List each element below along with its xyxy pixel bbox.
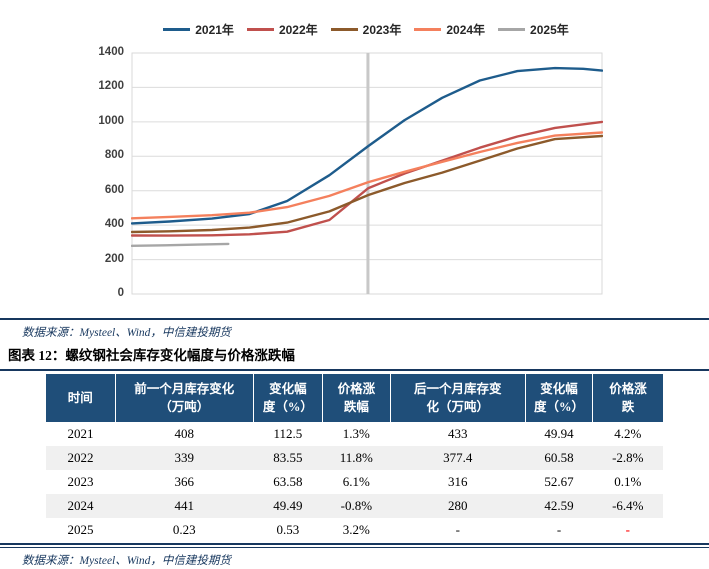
legend-label: 2023年 (362, 23, 402, 37)
y-axis-label: 600 (104, 183, 124, 196)
y-axis-label: 0 (117, 287, 124, 299)
table-header-cell: 变化幅 度（%） (524, 374, 593, 422)
table-cell: 63.58 (273, 474, 303, 489)
y-axis-label: 1400 (98, 46, 124, 58)
table-cell: 2025 (67, 522, 94, 537)
legend-swatch (498, 28, 526, 31)
legend-label: 2024年 (446, 23, 486, 37)
inventory-line-chart: 2021年 2022年 2023年 2024年 2025年 0 200 400 600 800 1… (98, 21, 604, 299)
table-cell: 2022 (67, 450, 94, 465)
table-body: 2021 408 112.5 1.3% 433 49.94 4.2% 2022 339 83.55… (46, 422, 663, 542)
plot-svg (130, 52, 604, 295)
legend-label: 2021年 (195, 23, 234, 37)
y-axis-label: 1200 (98, 80, 124, 93)
legend-item-2024: 2024年 (414, 21, 485, 38)
table-cell: 11.8% (339, 450, 373, 465)
data-table: 时间 前一个月库存变化 （万吨） 变化幅 度（%） 价格涨 跌幅 后一个月库存变 化（万… (46, 374, 663, 542)
table-row: 2021 408 112.5 1.3% 433 49.94 4.2% (46, 422, 663, 446)
table-header-cell: 前一个月库存变化 （万吨） (114, 374, 254, 422)
table-cell: 0.1% (614, 474, 642, 489)
series-line-2023 (130, 134, 604, 234)
table-cell: - (625, 522, 630, 537)
table-cell: -6.4% (612, 498, 644, 513)
table-cell: 83.55 (273, 450, 303, 465)
table-cell: 316 (448, 474, 468, 489)
table-row: 2023 366 63.58 6.1% 316 52.67 0.1% (46, 470, 663, 494)
table-cell: 280 (448, 498, 468, 513)
table-header-cell: 价格涨 跌幅 (321, 374, 391, 422)
series-line-2025 (130, 242, 230, 248)
legend-item-2021: 2021年 (163, 21, 234, 38)
table-cell: 2024 (67, 498, 94, 513)
table-cell: 2023 (67, 474, 94, 489)
data-source-top: 数据来源：Mysteel、Wind，中信建投期货 (22, 327, 231, 339)
table-cell: 433 (448, 426, 468, 441)
table-cell: 52.67 (544, 474, 574, 489)
series-line-2024 (130, 131, 604, 220)
table-cell: - (455, 522, 460, 537)
table-header-cell: 变化幅 度（%） (252, 374, 323, 422)
figure-title: 图表 12：螺纹钢社会库存变化幅度与价格涨跌幅 (8, 348, 295, 363)
table-cell: 0.53 (276, 522, 300, 537)
table-header-cell: 后一个月库存变 化（万吨） (389, 374, 526, 422)
y-axis-label: 200 (104, 252, 124, 265)
table-cell: 2021 (67, 426, 94, 441)
table-cell: 1.3% (342, 426, 370, 441)
data-table-wrap: 时间 前一个月库存变化 （万吨） 变化幅 度（%） 价格涨 跌幅 后一个月库存变 化（万… (46, 374, 663, 542)
table-row: 2025 0.23 0.53 3.2% - - - (46, 518, 663, 542)
legend-swatch (163, 28, 191, 31)
legend-swatch (414, 28, 442, 31)
legend-label: 2022年 (278, 23, 318, 37)
table-cell: 112.5 (273, 426, 303, 441)
legend-item-2025: 2025年 (498, 21, 569, 38)
table-cell: 60.58 (544, 450, 574, 465)
legend-item-2022: 2022年 (246, 21, 318, 38)
table-header: 时间 前一个月库存变化 （万吨） 变化幅 度（%） 价格涨 跌幅 后一个月库存变 化（万… (46, 374, 663, 422)
divider-rule-top (0, 318, 709, 320)
table-cell: 3.2% (342, 522, 370, 537)
table-cell: 6.1% (342, 474, 370, 489)
table-cell: -2.8% (612, 450, 644, 465)
chart-plot-area (130, 52, 604, 295)
table-header-row: 时间 前一个月库存变化 （万吨） 变化幅 度（%） 价格涨 跌幅 后一个月库存变 化（万… (46, 374, 663, 422)
table-cell: - (556, 522, 562, 537)
table-cell: 377.4 (443, 450, 473, 465)
data-source-bottom: 数据来源：Mysteel、Wind，中信建投期货 (22, 555, 231, 567)
table-row: 2022 339 83.55 11.8% 377.4 60.58 -2.8% (46, 446, 663, 470)
table-cell: 49.49 (273, 498, 303, 513)
divider-rule-bottom (0, 543, 709, 548)
table-cell: 366 (174, 474, 194, 489)
y-axis-label: 400 (104, 218, 124, 231)
y-axis-label: 1000 (98, 114, 124, 127)
divider-rule-mid (0, 369, 709, 371)
legend-item-2023: 2023年 (330, 21, 402, 38)
table-cell: 0.23 (172, 522, 196, 537)
table-cell: 4.2% (614, 426, 642, 441)
legend-swatch (246, 28, 274, 31)
table-cell: -0.8% (340, 498, 373, 513)
legend-swatch (330, 28, 358, 31)
table-cell: 441 (174, 498, 194, 513)
table-cell: 408 (174, 426, 194, 441)
table-cell: 339 (174, 450, 194, 465)
series-line-2022 (130, 120, 604, 237)
table-header-cell: 价格涨 跌 (592, 374, 663, 422)
legend-label: 2025年 (530, 23, 569, 37)
table-header-cell: 时间 (46, 374, 116, 422)
table-cell: 49.94 (544, 426, 574, 441)
series-line-2021 (130, 66, 604, 225)
table-row: 2024 441 49.49 -0.8% 280 42.59 -6.4% (46, 494, 663, 518)
table-cell: 42.59 (544, 498, 574, 513)
chart-legend: 2021年 2022年 2023年 2024年 2025年 (131, 21, 601, 38)
y-axis-label: 800 (104, 149, 124, 162)
